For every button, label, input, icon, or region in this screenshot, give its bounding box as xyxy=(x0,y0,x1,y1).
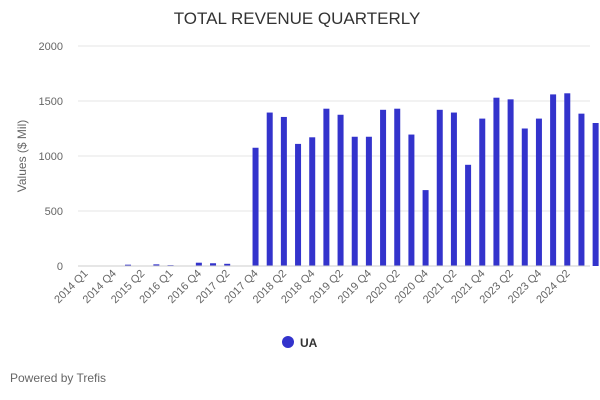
bar[interactable] xyxy=(337,114,344,266)
bar[interactable] xyxy=(365,136,372,266)
legend-label: UA xyxy=(300,336,318,350)
bar[interactable] xyxy=(394,108,401,266)
bar[interactable] xyxy=(125,264,132,266)
bar[interactable] xyxy=(153,264,160,266)
y-tick-label: 1000 xyxy=(39,151,63,163)
bar[interactable] xyxy=(252,147,259,266)
bar[interactable] xyxy=(450,112,457,266)
bar-series xyxy=(125,93,599,267)
y-axis-label: Values ($ Mil) xyxy=(15,120,29,192)
bar[interactable] xyxy=(564,93,571,266)
y-tick-label: 0 xyxy=(57,261,63,273)
bar[interactable] xyxy=(351,136,358,266)
bar[interactable] xyxy=(521,128,528,267)
chart-title: TOTAL REVENUE QUARTERLY xyxy=(174,9,421,28)
bar[interactable] xyxy=(224,263,231,266)
bar[interactable] xyxy=(266,112,273,266)
bar[interactable] xyxy=(195,262,202,266)
bar[interactable] xyxy=(280,116,287,266)
y-tick-label: 1500 xyxy=(39,96,63,108)
y-tick-labels: 0 500 1000 1500 2000 xyxy=(39,41,63,273)
bar[interactable] xyxy=(493,97,500,266)
y-tick-label: 2000 xyxy=(39,41,63,53)
bar[interactable] xyxy=(295,143,302,266)
bar[interactable] xyxy=(436,109,443,266)
bar[interactable] xyxy=(210,263,217,266)
bar[interactable] xyxy=(507,99,514,266)
bar[interactable] xyxy=(408,134,415,266)
y-tick-label: 500 xyxy=(45,206,63,218)
bar[interactable] xyxy=(465,164,472,266)
legend[interactable]: UA xyxy=(282,336,318,350)
legend-marker xyxy=(282,336,294,348)
bar[interactable] xyxy=(592,123,599,266)
bar[interactable] xyxy=(323,108,330,266)
bar[interactable] xyxy=(578,113,585,267)
bar[interactable] xyxy=(309,137,316,266)
bar[interactable] xyxy=(550,94,557,267)
gridlines xyxy=(78,45,590,212)
powered-by-credit: Powered by Trefis xyxy=(10,371,107,385)
bar[interactable] xyxy=(535,118,542,266)
bar[interactable] xyxy=(380,109,387,266)
bar[interactable] xyxy=(479,118,486,266)
bar[interactable] xyxy=(422,190,429,266)
